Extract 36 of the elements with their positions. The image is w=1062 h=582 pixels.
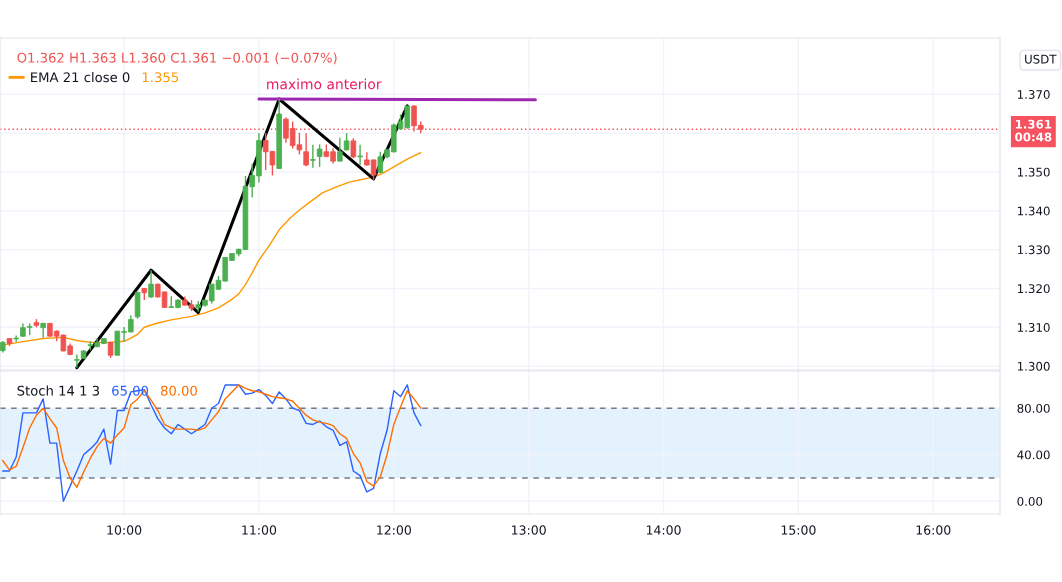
candlestick — [74, 353, 80, 369]
y-tick-label: 1.320 — [1017, 284, 1050, 294]
legend-label: EMA 21 close 0 — [31, 72, 130, 83]
annotation: 65.00 — [112, 385, 149, 396]
annotation: maximo anterior — [267, 78, 382, 90]
candlestick — [316, 143, 323, 168]
y-axis-title: USDT — [1025, 54, 1057, 64]
annotation: 1.355 — [142, 72, 179, 83]
candlestick — [310, 144, 316, 169]
text: Stoch 14 1 3 — [17, 385, 100, 396]
x-tick-label: 12:00 — [377, 525, 411, 535]
y-tick-label: 1.340 — [1017, 206, 1050, 216]
y-tick-label: 1.310 — [1017, 323, 1050, 332]
x-tick-label: 16:00 — [916, 525, 951, 535]
candlestick — [350, 137, 357, 160]
candlestick — [13, 334, 19, 343]
candlestick — [357, 144, 363, 166]
candlestick — [303, 132, 309, 167]
y-tick-label: 40.00 — [1017, 450, 1050, 460]
x-tick-label: 10:00 — [107, 525, 142, 535]
x-tick-label: 14:00 — [646, 525, 681, 535]
y-tick-label: 1.350 — [1017, 167, 1050, 177]
x-tick-label: 11:00 — [242, 525, 277, 535]
ref-line-label: 1.361 00:48 — [1015, 119, 1052, 142]
annotation: 80.00 — [160, 385, 197, 396]
text: O1.362 H1.363 L1.360 C1.361 −0.001 (−0.07%) — [17, 52, 337, 65]
y-tick-label: 80.00 — [1017, 403, 1050, 413]
candlestick — [148, 269, 154, 299]
y-tick-label: 1.370 — [1017, 90, 1050, 99]
y-tick-label: 1.300 — [1017, 361, 1050, 371]
y-tick-label: 1.330 — [1017, 245, 1050, 255]
candlestick — [40, 321, 46, 339]
x-tick-label: 13:00 — [512, 525, 546, 535]
x-tick-label: 15:00 — [781, 525, 816, 535]
candlestick — [337, 137, 343, 163]
y-tick-label: 0.00 — [1017, 496, 1043, 506]
